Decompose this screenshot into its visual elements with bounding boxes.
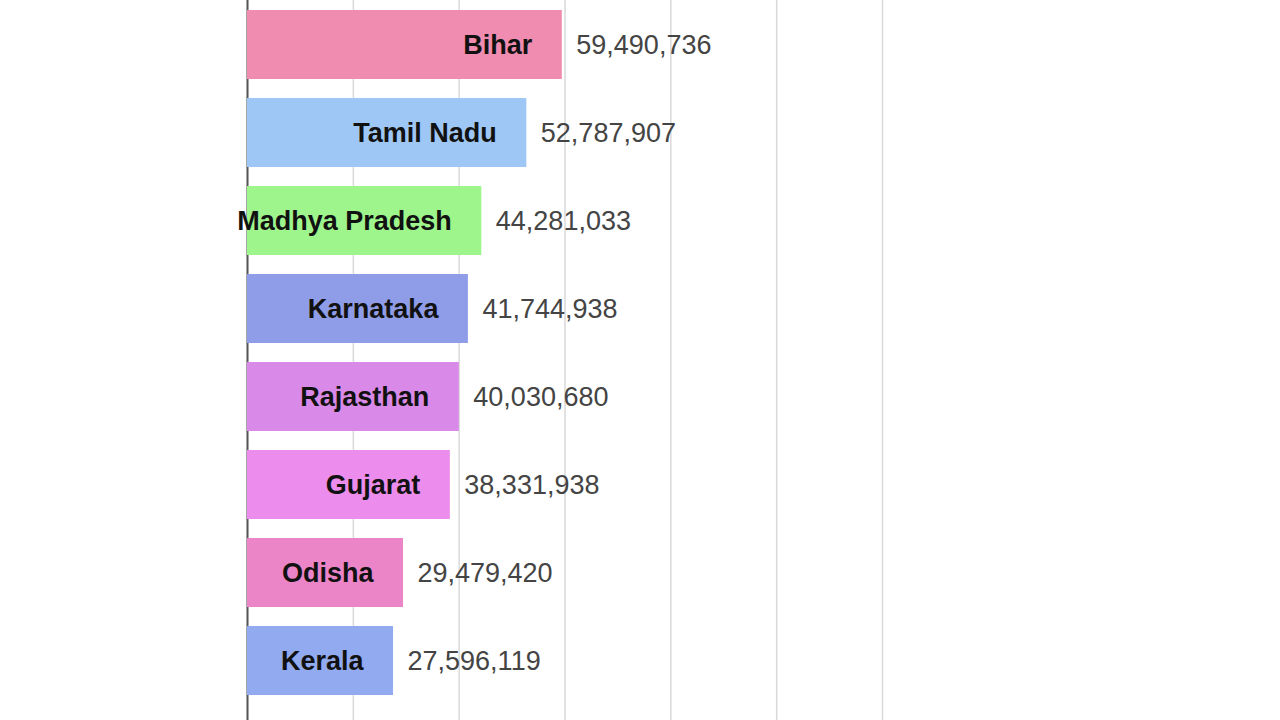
svg-text:44,281,033: 44,281,033 [496, 206, 631, 236]
svg-text:Odisha: Odisha [282, 558, 375, 588]
svg-text:Karnataka: Karnataka [308, 294, 440, 324]
svg-text:Bihar: Bihar [463, 30, 533, 60]
svg-text:Kerala: Kerala [281, 646, 365, 676]
svg-text:Gujarat: Gujarat [326, 470, 421, 500]
svg-text:38,331,938: 38,331,938 [464, 470, 599, 500]
svg-text:29,479,420: 29,479,420 [417, 558, 552, 588]
svg-text:40,030,680: 40,030,680 [473, 382, 608, 412]
svg-text:27,596,119: 27,596,119 [408, 646, 541, 676]
svg-text:59,490,736: 59,490,736 [576, 30, 711, 60]
svg-text:Rajasthan: Rajasthan [300, 382, 429, 412]
svg-text:52,787,907: 52,787,907 [541, 118, 676, 148]
svg-text:41,744,938: 41,744,938 [482, 294, 617, 324]
svg-text:Madhya Pradesh: Madhya Pradesh [237, 206, 452, 236]
svg-text:Tamil Nadu: Tamil Nadu [353, 118, 497, 148]
